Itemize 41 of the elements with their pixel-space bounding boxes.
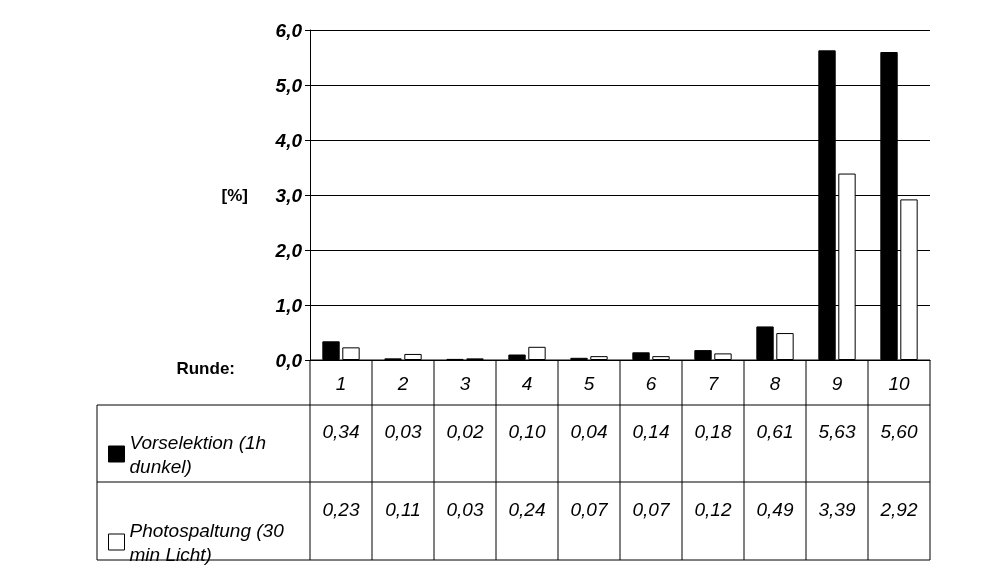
- x-axis-title: Runde:: [176, 358, 235, 378]
- data-label: 0,04: [570, 421, 608, 442]
- data-label: 0,02: [446, 421, 484, 442]
- data-label: 0,34: [322, 421, 360, 442]
- y-tick-label: 5,0: [275, 74, 303, 96]
- data-label: 5,60: [880, 421, 918, 442]
- y-tick-label: 1,0: [275, 294, 303, 316]
- data-label: 0,12: [694, 498, 732, 520]
- data-label: 0,14: [632, 421, 670, 442]
- data-label: 5,63: [818, 421, 856, 442]
- data-label: 0,11: [385, 498, 421, 520]
- data-label: 0,10: [508, 421, 546, 442]
- data-label: 0,49: [756, 498, 794, 520]
- x-tick-label: 7: [707, 373, 720, 394]
- data-label: 0,18: [694, 421, 732, 442]
- x-tick-label: 2: [396, 373, 409, 394]
- y-tick-label: 4,0: [274, 129, 303, 151]
- x-tick-label: 4: [521, 373, 533, 394]
- y-tick-label: 2,0: [274, 239, 303, 261]
- data-label: 2,92: [879, 498, 918, 520]
- legend-label: Vorselektion (1h dunkel): [129, 431, 272, 477]
- data-label: 0,03: [384, 421, 422, 442]
- x-tick-label: 5: [583, 373, 595, 394]
- legend-label: Photospaltung (30 min Licht): [129, 519, 290, 565]
- data-label: 0,07: [632, 498, 671, 520]
- x-tick-label: 10: [888, 373, 910, 394]
- y-tick-label: 3,0: [275, 184, 303, 206]
- x-tick-label: 9: [831, 373, 843, 394]
- y-tick-label: 6,0: [275, 19, 303, 41]
- x-tick-label: 6: [645, 373, 657, 394]
- y-axis-title: [%]: [221, 185, 248, 205]
- x-tick-label: 8: [769, 373, 781, 394]
- x-tick-label: 1: [335, 373, 347, 394]
- data-label: 0,61: [756, 421, 794, 442]
- data-label: 0,23: [322, 498, 360, 520]
- data-label: 0,07: [570, 498, 609, 520]
- data-label: 3,39: [818, 498, 856, 520]
- y-tick-label: 0,0: [275, 349, 303, 371]
- data-label: 0,24: [508, 498, 546, 520]
- x-tick-label: 3: [459, 373, 471, 394]
- data-label: 0,03: [446, 498, 484, 520]
